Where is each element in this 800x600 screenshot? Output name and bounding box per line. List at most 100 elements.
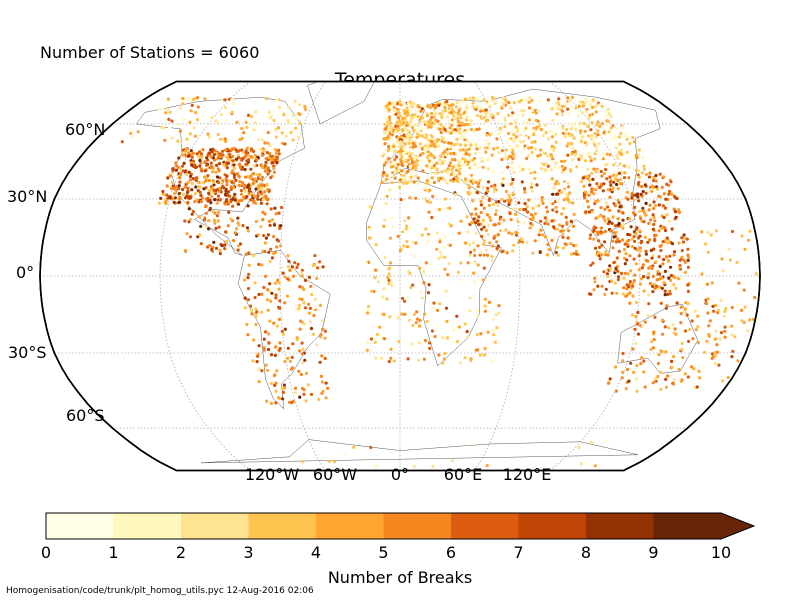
station-point bbox=[484, 248, 488, 252]
station-point bbox=[304, 371, 309, 375]
station-point bbox=[591, 229, 595, 233]
station-point bbox=[224, 230, 228, 234]
station-point bbox=[677, 241, 681, 245]
station-point bbox=[610, 188, 615, 192]
station-point bbox=[389, 356, 393, 360]
station-point bbox=[235, 120, 239, 124]
station-point bbox=[187, 220, 191, 224]
station-point bbox=[216, 132, 220, 137]
station-point bbox=[477, 223, 481, 227]
station-point bbox=[457, 129, 462, 133]
station-point bbox=[447, 262, 451, 266]
station-point bbox=[623, 271, 628, 275]
station-point bbox=[185, 172, 189, 176]
station-point bbox=[590, 105, 595, 109]
station-point bbox=[713, 351, 717, 355]
station-point bbox=[414, 160, 418, 164]
station-point bbox=[556, 253, 560, 257]
station-point bbox=[613, 231, 617, 235]
station-point bbox=[491, 98, 495, 102]
station-point bbox=[307, 302, 311, 306]
station-point bbox=[696, 341, 701, 345]
station-point bbox=[556, 227, 560, 231]
station-point bbox=[602, 182, 606, 186]
station-point bbox=[177, 184, 181, 188]
station-point bbox=[663, 269, 668, 273]
station-point bbox=[587, 193, 591, 197]
station-point bbox=[486, 224, 490, 228]
station-point bbox=[560, 159, 564, 163]
station-point bbox=[480, 227, 484, 231]
station-point bbox=[546, 222, 550, 226]
station-point bbox=[451, 179, 455, 184]
station-point bbox=[403, 126, 408, 130]
station-point bbox=[740, 234, 744, 238]
station-point bbox=[479, 106, 483, 110]
station-point bbox=[387, 267, 391, 271]
station-point bbox=[177, 191, 182, 196]
station-point bbox=[627, 379, 631, 383]
station-point bbox=[400, 171, 404, 175]
station-point bbox=[439, 131, 443, 135]
station-point bbox=[617, 222, 621, 226]
station-point bbox=[598, 124, 602, 128]
station-point bbox=[743, 247, 747, 251]
station-point bbox=[268, 290, 272, 294]
station-point bbox=[507, 231, 511, 235]
station-point bbox=[527, 118, 532, 122]
station-point bbox=[603, 240, 607, 244]
station-point bbox=[642, 220, 646, 224]
station-point bbox=[261, 210, 265, 214]
station-point bbox=[250, 147, 254, 151]
station-point bbox=[488, 146, 492, 150]
station-point bbox=[430, 115, 434, 120]
station-point bbox=[484, 146, 488, 150]
station-point bbox=[626, 243, 630, 247]
station-point bbox=[510, 97, 514, 101]
station-point bbox=[409, 175, 413, 179]
station-point bbox=[660, 226, 664, 230]
station-point bbox=[178, 167, 182, 171]
station-point bbox=[545, 219, 549, 223]
station-point bbox=[469, 191, 473, 195]
station-point bbox=[530, 182, 534, 186]
station-point bbox=[308, 306, 312, 310]
station-point bbox=[260, 263, 264, 267]
station-point bbox=[753, 295, 757, 300]
station-point bbox=[192, 126, 196, 130]
station-point bbox=[666, 259, 670, 263]
station-point bbox=[453, 158, 457, 162]
station-point bbox=[608, 146, 612, 151]
station-point bbox=[596, 133, 600, 137]
station-point bbox=[446, 273, 450, 277]
station-point bbox=[263, 190, 267, 194]
station-point bbox=[404, 227, 408, 231]
station-point bbox=[219, 242, 223, 247]
station-point bbox=[621, 126, 625, 130]
station-point bbox=[522, 207, 526, 212]
station-point bbox=[401, 128, 405, 132]
station-point bbox=[252, 338, 256, 342]
station-point bbox=[267, 156, 272, 160]
station-point bbox=[215, 214, 219, 218]
station-point bbox=[638, 209, 642, 213]
station-point bbox=[579, 153, 583, 157]
station-point bbox=[664, 306, 668, 310]
station-point bbox=[703, 242, 708, 246]
station-point bbox=[507, 203, 511, 207]
station-point bbox=[168, 196, 172, 200]
station-point bbox=[409, 119, 413, 123]
station-point bbox=[416, 104, 420, 108]
station-point bbox=[298, 327, 302, 331]
station-point bbox=[437, 179, 441, 183]
station-point bbox=[412, 464, 416, 468]
station-point bbox=[672, 382, 676, 386]
station-point bbox=[221, 149, 225, 153]
station-point bbox=[222, 186, 226, 190]
station-point bbox=[554, 205, 558, 209]
coastline bbox=[307, 81, 377, 125]
station-point bbox=[398, 178, 402, 182]
station-point bbox=[374, 243, 378, 247]
station-point bbox=[295, 336, 299, 340]
station-point bbox=[313, 254, 317, 258]
